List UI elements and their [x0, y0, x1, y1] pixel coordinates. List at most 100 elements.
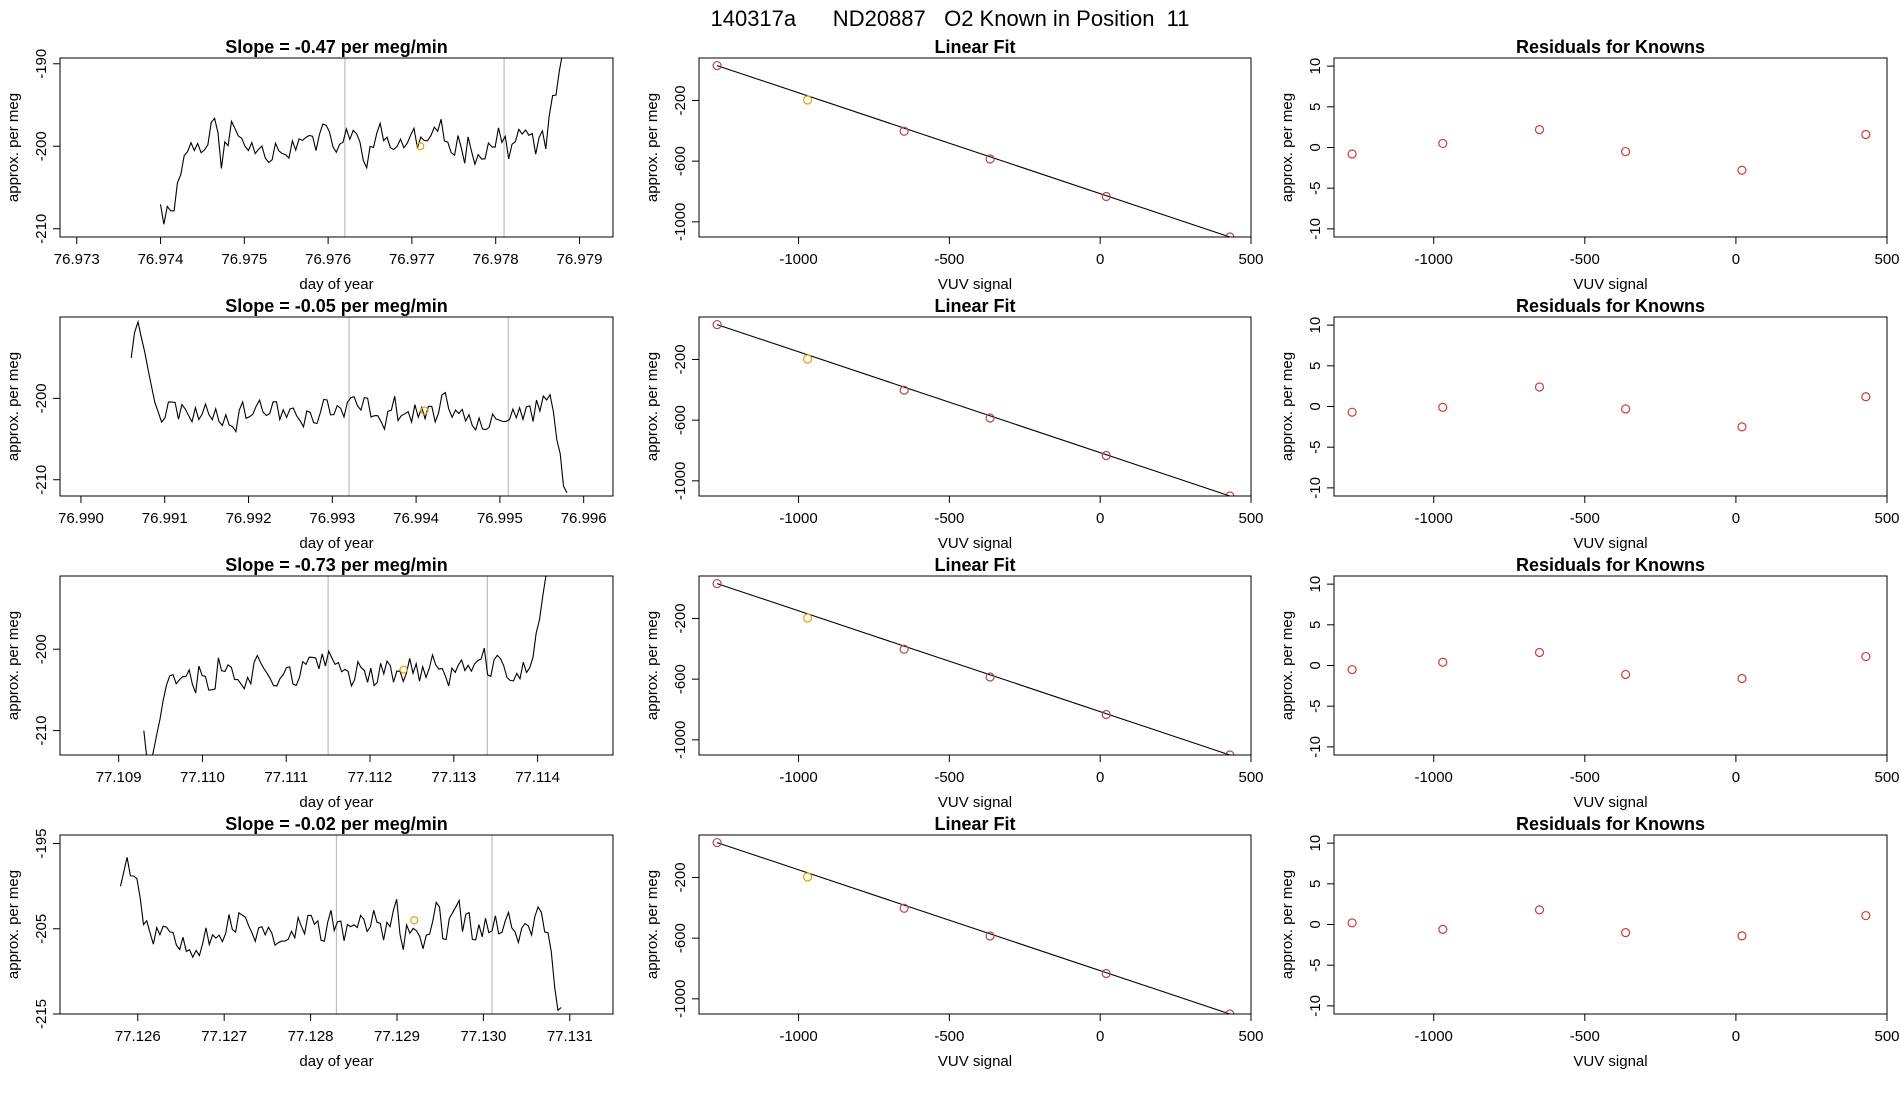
plot-area	[1347, 382, 1871, 432]
panel-title: Linear Fit	[934, 814, 1015, 834]
panel-r4-c2: Linear Fit VUV signal approx. per meg -1000…	[644, 814, 1264, 1070]
x-tick-label: 0	[1732, 1028, 1740, 1045]
x-tick-label: 0	[1732, 769, 1740, 786]
x-tick-label: -500	[934, 510, 964, 527]
x-tick-label: -1000	[1415, 769, 1453, 786]
x-tick-label: 76.991	[142, 510, 188, 527]
fit-line	[716, 65, 1231, 237]
x-tick-label: 76.996	[561, 510, 607, 527]
x-tick-label: -500	[1570, 1028, 1600, 1045]
residual-point	[1438, 402, 1448, 412]
x-tick-label: 77.129	[374, 1028, 420, 1045]
mean-marker-point	[420, 406, 429, 415]
x-tick-label: -500	[934, 251, 964, 268]
x-tick-label: 77.112	[348, 769, 393, 786]
x-tick-label: 77.131	[547, 1028, 593, 1045]
plot-area	[119, 835, 562, 1014]
panel-title: Slope = -0.02 per meg/min	[225, 814, 448, 834]
x-tick-label: -1000	[1415, 1028, 1453, 1045]
fit-line	[716, 842, 1231, 1014]
plot-area	[712, 60, 1235, 237]
fit-point	[899, 385, 909, 395]
x-axis-label: VUV signal	[1573, 1053, 1647, 1070]
panel-title: Linear Fit	[934, 555, 1015, 575]
residual-point	[1861, 392, 1871, 402]
plot-frame	[698, 834, 1252, 1015]
residual-point	[1621, 404, 1631, 414]
plot-area	[1347, 647, 1871, 684]
x-tick-label: 76.990	[58, 510, 104, 527]
plot-area	[712, 578, 1235, 755]
fit-point	[1225, 1009, 1235, 1014]
y-tick-label: -5	[1307, 700, 1324, 713]
fit-point	[1101, 450, 1111, 461]
mean-marker-point	[399, 665, 408, 674]
panel-title: Residuals for Knowns	[1516, 296, 1705, 316]
y-tick-label: -210	[33, 716, 50, 746]
fit-point	[712, 60, 722, 71]
y-axis-label: approx. per meg	[5, 93, 22, 202]
y-tick-label: -200	[33, 383, 50, 413]
x-axis-label: VUV signal	[938, 1053, 1012, 1070]
residual-point	[1534, 125, 1545, 135]
residual-point	[1534, 382, 1545, 392]
x-axis-label: VUV signal	[938, 535, 1012, 552]
fit-line	[716, 324, 1231, 496]
residual-point	[1861, 651, 1871, 662]
plot-area	[712, 837, 1235, 1014]
x-axis-label: VUV signal	[938, 794, 1012, 811]
y-tick-label: -600	[672, 405, 689, 435]
x-tick-label: 77.127	[201, 1028, 247, 1045]
x-tick-label: 77.130	[460, 1028, 506, 1045]
residual-point	[1621, 928, 1631, 938]
x-tick-label: -500	[1570, 251, 1600, 268]
fit-point	[985, 154, 995, 164]
x-tick-label: 0	[1096, 251, 1104, 268]
residual-point	[1621, 669, 1631, 680]
panel-title: Slope = -0.47 per meg/min	[225, 37, 448, 57]
fit-point	[985, 413, 995, 423]
y-tick-label: 10	[1307, 835, 1324, 852]
x-tick-label: -1000	[779, 510, 817, 527]
fit-point	[1101, 191, 1111, 202]
x-tick-label: 500	[1874, 769, 1899, 786]
y-tick-label: -215	[33, 999, 50, 1029]
plot-frame	[1333, 57, 1888, 238]
y-tick-label: -600	[672, 664, 689, 694]
x-tick-label: 0	[1096, 769, 1104, 786]
panel-title: Linear Fit	[934, 296, 1015, 316]
series-line	[119, 857, 562, 1012]
x-tick-label: -1000	[1415, 510, 1453, 527]
x-axis-label: day of year	[299, 276, 373, 293]
y-tick-label: 0	[1307, 402, 1324, 410]
y-tick-label: -200	[33, 634, 50, 664]
x-tick-label: -500	[934, 1028, 964, 1045]
y-tick-label: 5	[1307, 880, 1324, 888]
fit-point	[985, 931, 995, 941]
y-tick-label: 0	[1307, 661, 1324, 669]
x-tick-label: -500	[1570, 769, 1600, 786]
fit-point	[899, 644, 909, 654]
panel-r4-c1: Slope = -0.02 per meg/min day of year appr…	[5, 814, 614, 1070]
series-line	[143, 576, 547, 755]
residual-point	[1534, 905, 1545, 915]
x-tick-label: 77.113	[431, 769, 476, 786]
plot-frame	[59, 57, 614, 238]
x-tick-label: 76.995	[477, 510, 523, 527]
y-tick-label: 0	[1307, 143, 1324, 151]
plot-frame	[1333, 575, 1888, 756]
x-tick-label: -1000	[779, 1028, 817, 1045]
panel-r1-c1: Slope = -0.47 per meg/min day of year appr…	[5, 37, 614, 293]
panel-r1-c2: Linear Fit VUV signal approx. per meg -1000…	[644, 37, 1264, 293]
y-axis-label: approx. per meg	[1279, 611, 1296, 720]
x-tick-label: 76.992	[226, 510, 272, 527]
plot-frame	[59, 316, 614, 497]
x-tick-label: 77.110	[180, 769, 225, 786]
x-axis-label: VUV signal	[1573, 535, 1647, 552]
residual-point	[1534, 647, 1545, 658]
y-tick-label: -600	[672, 923, 689, 953]
panel-r3-c2: Linear Fit VUV signal approx. per meg -1000…	[644, 555, 1264, 811]
fit-point	[712, 319, 722, 330]
x-tick-label: 77.114	[515, 769, 560, 786]
